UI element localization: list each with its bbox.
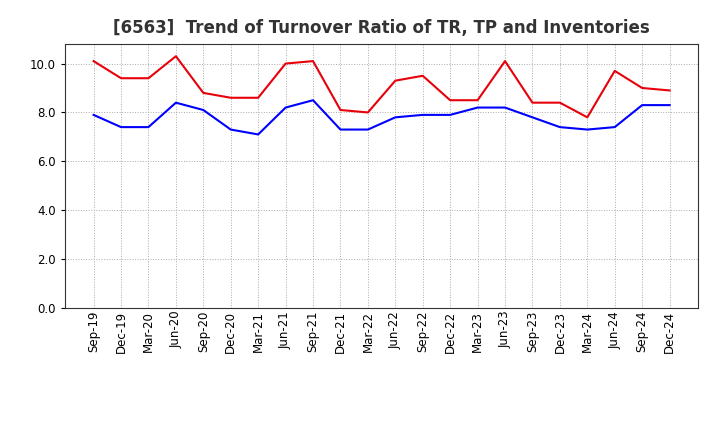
Trade Receivables — [117, 76, 125, 81]
Trade Receivables — [199, 90, 207, 95]
Trade Payables — [199, 107, 207, 113]
Trade Receivables — [500, 59, 509, 64]
Trade Receivables — [473, 98, 482, 103]
Trade Receivables — [89, 59, 98, 64]
Trade Payables — [446, 112, 454, 117]
Trade Payables — [336, 127, 345, 132]
Trade Receivables — [144, 76, 153, 81]
Line: Trade Receivables: Trade Receivables — [94, 56, 670, 117]
Trade Payables — [309, 98, 318, 103]
Trade Payables — [364, 127, 372, 132]
Trade Payables — [418, 112, 427, 117]
Trade Receivables — [226, 95, 235, 100]
Trade Payables — [254, 132, 263, 137]
Trade Receivables — [665, 88, 674, 93]
Trade Payables — [528, 115, 537, 120]
Trade Payables — [89, 112, 98, 117]
Trade Receivables — [282, 61, 290, 66]
Trade Receivables — [611, 68, 619, 73]
Trade Payables — [665, 103, 674, 108]
Trade Payables — [226, 127, 235, 132]
Trade Receivables — [528, 100, 537, 105]
Trade Receivables — [171, 54, 180, 59]
Trade Receivables — [254, 95, 263, 100]
Trade Receivables — [638, 85, 647, 91]
Trade Receivables — [309, 59, 318, 64]
Trade Payables — [611, 125, 619, 130]
Trade Payables — [638, 103, 647, 108]
Trade Payables — [500, 105, 509, 110]
Trade Payables — [171, 100, 180, 105]
Trade Receivables — [336, 107, 345, 113]
Trade Receivables — [446, 98, 454, 103]
Trade Receivables — [556, 100, 564, 105]
Trade Payables — [282, 105, 290, 110]
Trade Payables — [117, 125, 125, 130]
Trade Payables — [473, 105, 482, 110]
Title: [6563]  Trend of Turnover Ratio of TR, TP and Inventories: [6563] Trend of Turnover Ratio of TR, TP… — [113, 19, 650, 37]
Trade Payables — [556, 125, 564, 130]
Trade Payables — [391, 115, 400, 120]
Trade Receivables — [583, 115, 592, 120]
Trade Payables — [583, 127, 592, 132]
Trade Receivables — [364, 110, 372, 115]
Line: Trade Payables: Trade Payables — [94, 100, 670, 135]
Trade Receivables — [391, 78, 400, 83]
Trade Payables — [144, 125, 153, 130]
Trade Receivables — [418, 73, 427, 78]
